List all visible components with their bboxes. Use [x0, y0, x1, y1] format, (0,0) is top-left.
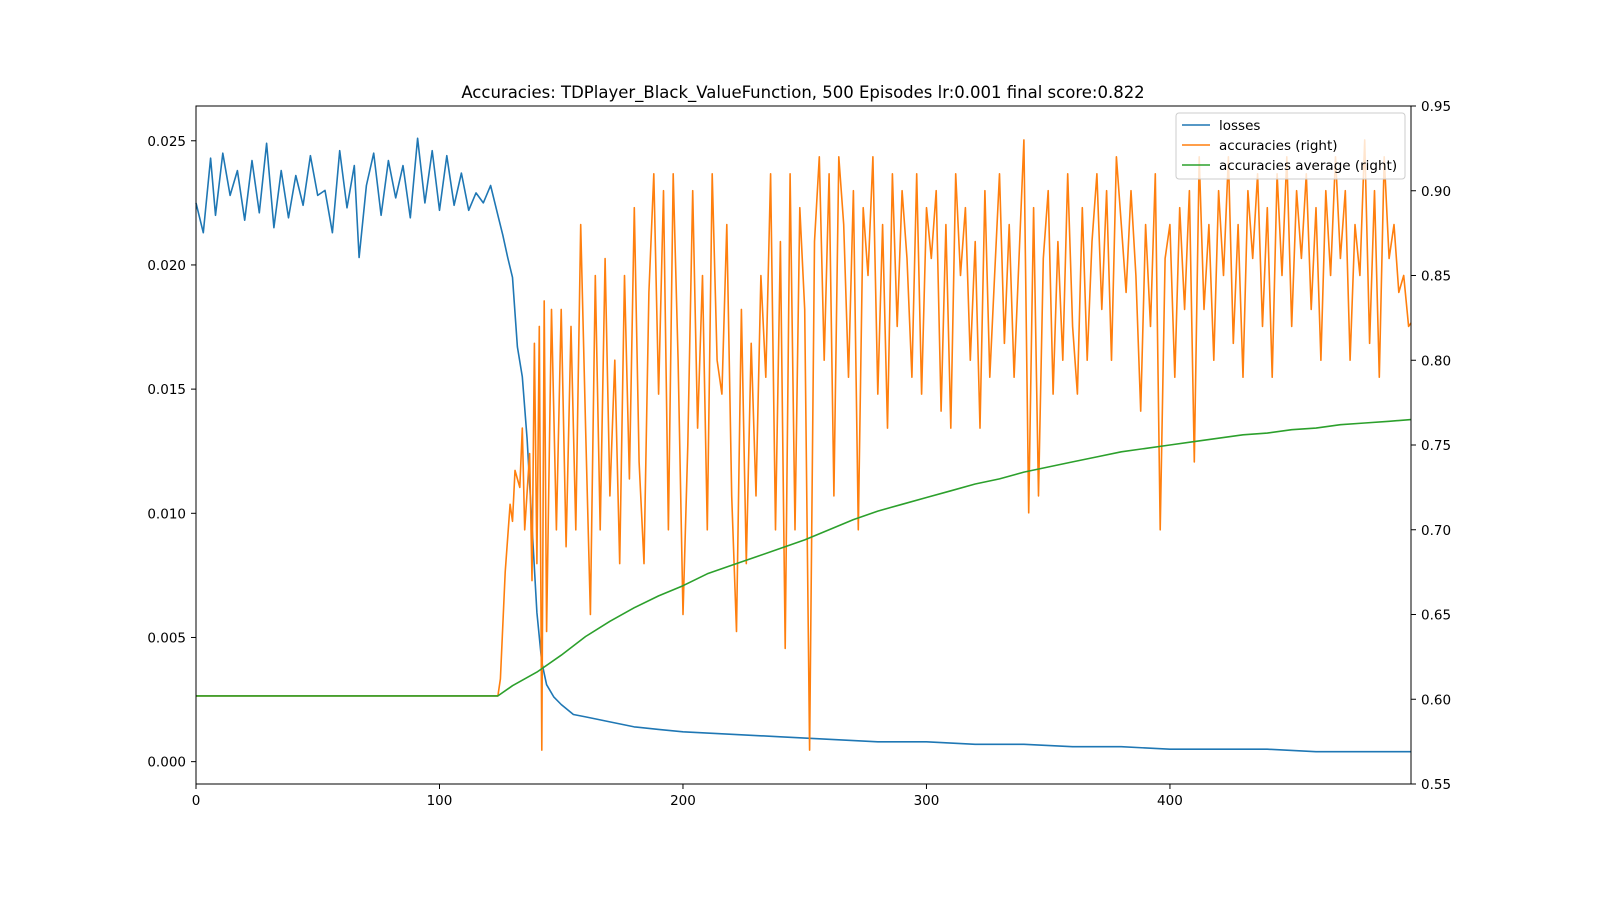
right-y-tick-label: 0.70 [1421, 523, 1451, 539]
right-y-tick-label: 0.55 [1421, 777, 1451, 793]
chart-title: Accuracies: TDPlayer_Black_ValueFunction… [461, 83, 1144, 103]
series-layer [195, 137, 1412, 753]
left-y-tick-label: 0.005 [147, 630, 186, 646]
left-y-tick-label: 0.010 [147, 506, 186, 522]
legend-label: losses [1219, 118, 1260, 134]
legend: losses accuracies (right) accuracies avera… [1175, 112, 1406, 180]
legend-label: accuracies (right) [1219, 138, 1338, 154]
x-tick-label: 100 [427, 793, 453, 809]
right-y-tick-label: 0.80 [1421, 353, 1451, 369]
series-line-accuracies-right [196, 139, 1412, 751]
legend-box [1175, 112, 1406, 180]
right-y-tick-label: 0.95 [1421, 99, 1451, 115]
right-y-tick-label: 0.75 [1421, 438, 1451, 454]
left-y-tick-label: 0.015 [147, 382, 186, 398]
axes-layer: 0 100 200 300 400 0.000 0.005 0.010 0.015 0.020 0.… [147, 99, 1451, 809]
x-tick-label: 0 [192, 793, 201, 809]
x-tick-label: 300 [914, 793, 940, 809]
right-y-tick-label: 0.90 [1421, 184, 1451, 200]
plot-frame [195, 105, 1412, 785]
series-line-losses [195, 137, 1411, 753]
right-y-tick-label: 0.65 [1421, 608, 1451, 624]
left-y-tick-label: 0.025 [147, 134, 186, 150]
series-line-accuracies-average-right [196, 418, 1412, 697]
right-y-tick-label: 0.85 [1421, 269, 1451, 285]
left-y-tick-label: 0.020 [147, 258, 186, 274]
left-y-tick-label: 0.000 [147, 755, 186, 771]
x-tick-label: 200 [670, 793, 696, 809]
x-tick-label: 400 [1157, 793, 1183, 809]
legend-label: accuracies average (right) [1219, 158, 1397, 174]
right-y-tick-label: 0.60 [1421, 692, 1451, 708]
